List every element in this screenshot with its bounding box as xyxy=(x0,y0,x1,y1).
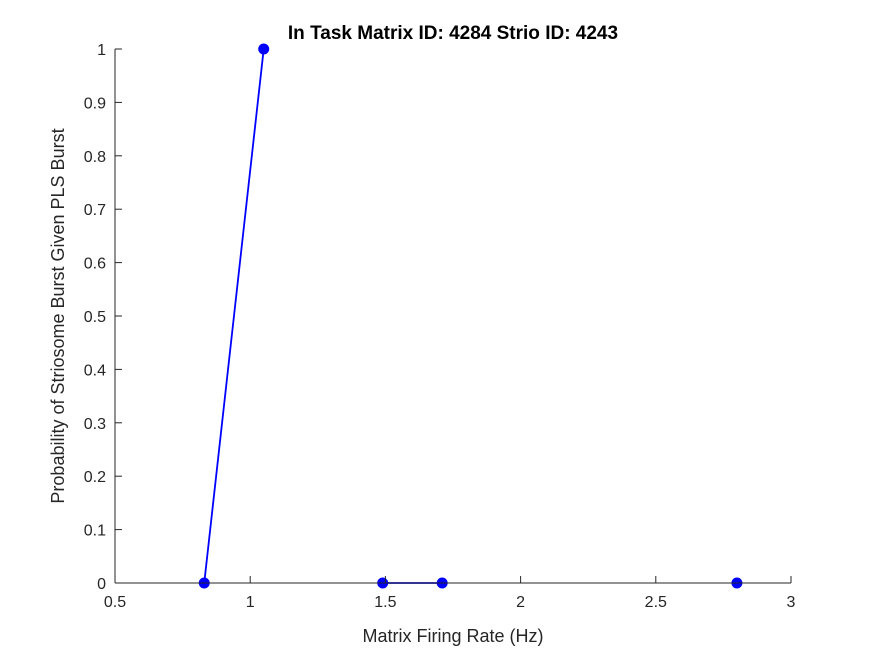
x-tick-label: 3 xyxy=(787,594,796,611)
y-tick-label: 0.8 xyxy=(84,149,106,166)
x-tick-label: 2 xyxy=(516,594,525,611)
y-tick-label: 0.2 xyxy=(84,469,106,486)
x-tick-label: 1.5 xyxy=(374,594,396,611)
data-point xyxy=(258,43,270,55)
y-tick-label: 0 xyxy=(97,576,106,593)
y-tick-label: 0.3 xyxy=(84,416,106,433)
x-axis-title: Matrix Firing Rate (Hz) xyxy=(362,626,543,646)
y-tick-label: 0.4 xyxy=(84,362,106,379)
y-tick-label: 0.6 xyxy=(84,256,106,273)
y-tick-label: 1 xyxy=(97,42,106,59)
x-tick-label: 1 xyxy=(246,594,255,611)
y-axis-title: Probability of Striosome Burst Given PLS… xyxy=(48,128,68,503)
chart-title: In Task Matrix ID: 4284 Strio ID: 4243 xyxy=(288,23,618,44)
plot-area xyxy=(115,49,791,583)
x-tick-label: 2.5 xyxy=(645,594,667,611)
x-tick-label: 0.5 xyxy=(104,594,126,611)
tick-layer: 0.5 1 1.5 2 2.5 3 0 0.1 0.2 0.3 0.4 0.5 0.6 0.7 0.8 0.9… xyxy=(84,42,796,611)
y-tick-label: 0.5 xyxy=(84,309,106,326)
y-tick-label: 0.9 xyxy=(84,95,106,112)
y-tick-label: 0.1 xyxy=(84,523,106,540)
y-tick-label: 0.7 xyxy=(84,202,106,219)
series-line xyxy=(203,48,265,584)
